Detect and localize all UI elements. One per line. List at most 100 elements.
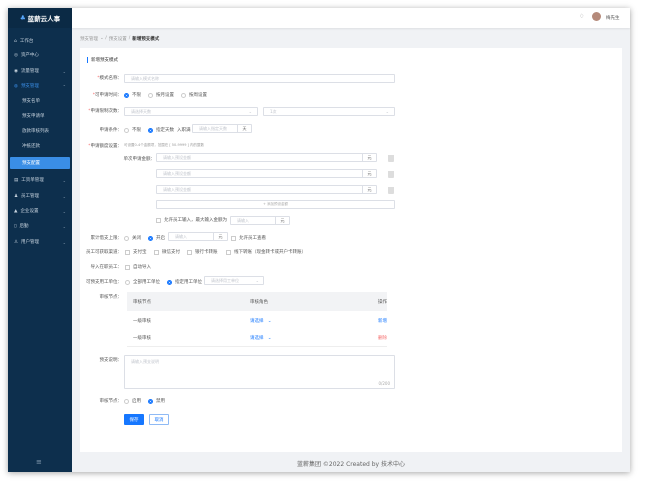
channel-wechat-checkbox[interactable]: 微信支付 — [154, 249, 180, 255]
import-label: 导入在职员工： — [90, 265, 123, 270]
limit-times-select[interactable]: 1次 ⌄ — [263, 107, 395, 116]
logistics-icon: ▯ — [14, 223, 17, 229]
description-label: 预支说明： — [99, 358, 123, 363]
cumulative-input[interactable]: 请输入元 — [168, 232, 228, 241]
radio-condition-unlimited[interactable]: 不限 — [124, 127, 141, 133]
traffic-icon: ◉ — [14, 68, 18, 74]
radio-cumulative-on[interactable]: 开启 — [148, 235, 165, 241]
cancel-button[interactable]: 取消 — [149, 414, 169, 425]
sidebar-item-advance[interactable]: ◍ 预支管理 ⌃ — [14, 83, 66, 90]
chevron-down-icon: ⌄ — [62, 193, 66, 199]
quota-label: *申请额度设置： — [88, 144, 122, 149]
sidebar-item-advance-apply[interactable]: 预支申请单 — [22, 114, 45, 119]
chevron-down-icon: ⌄ — [62, 223, 66, 229]
role-select[interactable]: 请选择 ⌄ — [250, 336, 272, 341]
radio-enable[interactable]: 启用 — [124, 398, 141, 404]
single-amount-label: 单次申请金额： — [123, 157, 156, 162]
apply-time-label: *可申请时间： — [92, 93, 122, 98]
channel-alipay-checkbox[interactable]: 支付宝 — [125, 249, 147, 255]
amount-input-3[interactable]: 请输入预设金额元 — [156, 185, 377, 194]
asset-icon: ◎ — [14, 52, 18, 58]
top-header — [72, 8, 630, 28]
sidebar-item-payroll[interactable]: ▤ 工资单管理 ⌄ — [14, 177, 66, 184]
amount-input-1[interactable]: 请输入预设金额元 — [156, 153, 377, 162]
amount-input-2[interactable]: 请输入预设金额元 — [156, 169, 377, 178]
sidebar-item-workbench[interactable]: ⌂ 工作台 — [14, 38, 34, 45]
column-header: 操作 — [378, 300, 387, 305]
limit-count-label: *申请限制次数： — [88, 109, 122, 114]
channel-bank-checkbox[interactable]: 银行卡转账 — [187, 249, 218, 255]
sidebar-item-advance-config[interactable]: 预支配置 — [10, 157, 70, 169]
radio-monthly[interactable]: 按月设置 — [148, 92, 174, 98]
limit-days-select[interactable]: 请选择天数 ⌄ — [124, 107, 258, 116]
sidebar-item-company[interactable]: ▲ 企业设置 ⌄ — [14, 208, 66, 215]
condition-label: 申请条件： — [99, 128, 123, 133]
radio-weekly[interactable]: 按周设置 — [181, 92, 207, 98]
radio-disable[interactable]: 禁用 — [148, 398, 165, 404]
user-name[interactable]: 梅先生 — [606, 16, 620, 21]
column-header: 审核节点 — [133, 300, 151, 305]
audit-label: 审核节点： — [99, 295, 123, 300]
delete-node-link[interactable]: 删除 — [378, 336, 387, 341]
avatar[interactable] — [592, 12, 601, 21]
add-amount-button[interactable]: + 添加预设金额 — [156, 200, 395, 209]
sidebar-item-assets[interactable]: ◎ 资产中心 — [14, 52, 39, 59]
menu-collapse-icon[interactable]: ≡ — [36, 458, 42, 466]
logo: ♣ 蓝薪云人事 — [8, 8, 72, 28]
radio-unlimited[interactable]: 不限 — [124, 92, 141, 98]
units-label: 可预支用工单位： — [86, 280, 122, 285]
breadcrumb-item[interactable]: 预支管理 — [80, 37, 98, 42]
sidebar-item-traffic[interactable]: ◉ 流量管理 ⌄ — [14, 68, 66, 75]
radio-cumulative-off[interactable]: 关闭 — [124, 235, 141, 241]
people-icon: ♟ — [14, 193, 19, 199]
radio-specified-units[interactable]: 指定用工单位 — [167, 279, 202, 285]
column-header: 审核角色 — [250, 300, 268, 305]
units-select[interactable]: 请选择用工单位 ⌄ — [204, 276, 264, 285]
breadcrumb-item[interactable]: 预支设置 — [108, 37, 127, 42]
description-textarea[interactable]: 请输入预支说明 0/200 — [124, 355, 395, 389]
trash-icon[interactable] — [388, 171, 394, 178]
auto-import-checkbox[interactable]: 自动导入 — [125, 264, 151, 270]
trash-icon[interactable] — [388, 187, 394, 194]
sidebar-item-loan-audit[interactable]: 放款审核列表 — [22, 129, 49, 134]
condition-days-input[interactable]: 请输入指定天数天 — [192, 124, 252, 133]
sidebar-item-logistics[interactable]: ▯ 后勤 ⌄ — [14, 223, 66, 230]
company-icon: ▲ — [14, 208, 18, 214]
payroll-icon: ▤ — [14, 177, 19, 183]
audit-table-header — [127, 292, 387, 311]
chevron-down-icon: ⌄ — [385, 109, 389, 114]
advance-icon: ◍ — [14, 83, 18, 89]
audit-node: 一级审核 — [133, 336, 151, 341]
condition-prefix: 入职满 — [177, 128, 191, 133]
breadcrumb: 预支管理 ⌄ / 预支设置 / 新增预支模式 — [80, 36, 160, 42]
save-button[interactable]: 保存 — [124, 414, 144, 425]
footer: 蓝薪集团 ©2022 Created by 技术中心 — [296, 461, 405, 468]
bell-icon[interactable]: ♢ — [579, 13, 585, 20]
sidebar — [8, 8, 72, 472]
chevron-down-icon: ⌄ — [248, 109, 252, 114]
allow-view-checkbox[interactable]: 允许员工查看 — [231, 235, 266, 241]
mode-name-label: *模式名称： — [97, 76, 122, 81]
radio-all-units[interactable]: 全部用工单位 — [125, 279, 160, 285]
chevron-down-icon: ⌄ — [62, 208, 66, 214]
form-title: 新增预支模式 — [91, 58, 118, 63]
chevron-down-icon: ⌄ — [62, 68, 66, 74]
home-icon: ⌂ — [14, 38, 17, 44]
channel-offline-checkbox[interactable]: 线下转账（现金转卡或开户卡转账） — [226, 249, 306, 255]
role-select[interactable]: 请选择 ⌄ — [250, 319, 272, 324]
sidebar-item-advance-list[interactable]: 预支名单 — [22, 99, 40, 104]
audit-switch-label: 审核节点： — [99, 399, 123, 404]
add-node-link[interactable]: 新增 — [378, 319, 387, 324]
allow-input-checkbox[interactable]: 允许员工输入，最大输入金额为 — [156, 217, 227, 223]
chevron-down-icon: ⌄ — [62, 239, 66, 245]
trash-icon[interactable] — [388, 155, 394, 162]
mode-name-input[interactable]: 请输入模式名称 — [124, 74, 395, 83]
sidebar-item-repay[interactable]: 冲抵还款 — [22, 144, 40, 149]
radio-condition-days[interactable]: 指定天数 — [148, 127, 174, 133]
chevron-up-icon: ⌃ — [62, 83, 66, 89]
max-input[interactable]: 请输入元 — [230, 216, 290, 225]
sidebar-item-employees[interactable]: ♟ 员工管理 ⌄ — [14, 193, 66, 200]
cumulative-label: 累计借支上限： — [90, 236, 123, 241]
sidebar-item-users[interactable]: ♙ 用户管理 ⌄ — [14, 239, 66, 246]
audit-node: 一级审核 — [133, 319, 151, 324]
